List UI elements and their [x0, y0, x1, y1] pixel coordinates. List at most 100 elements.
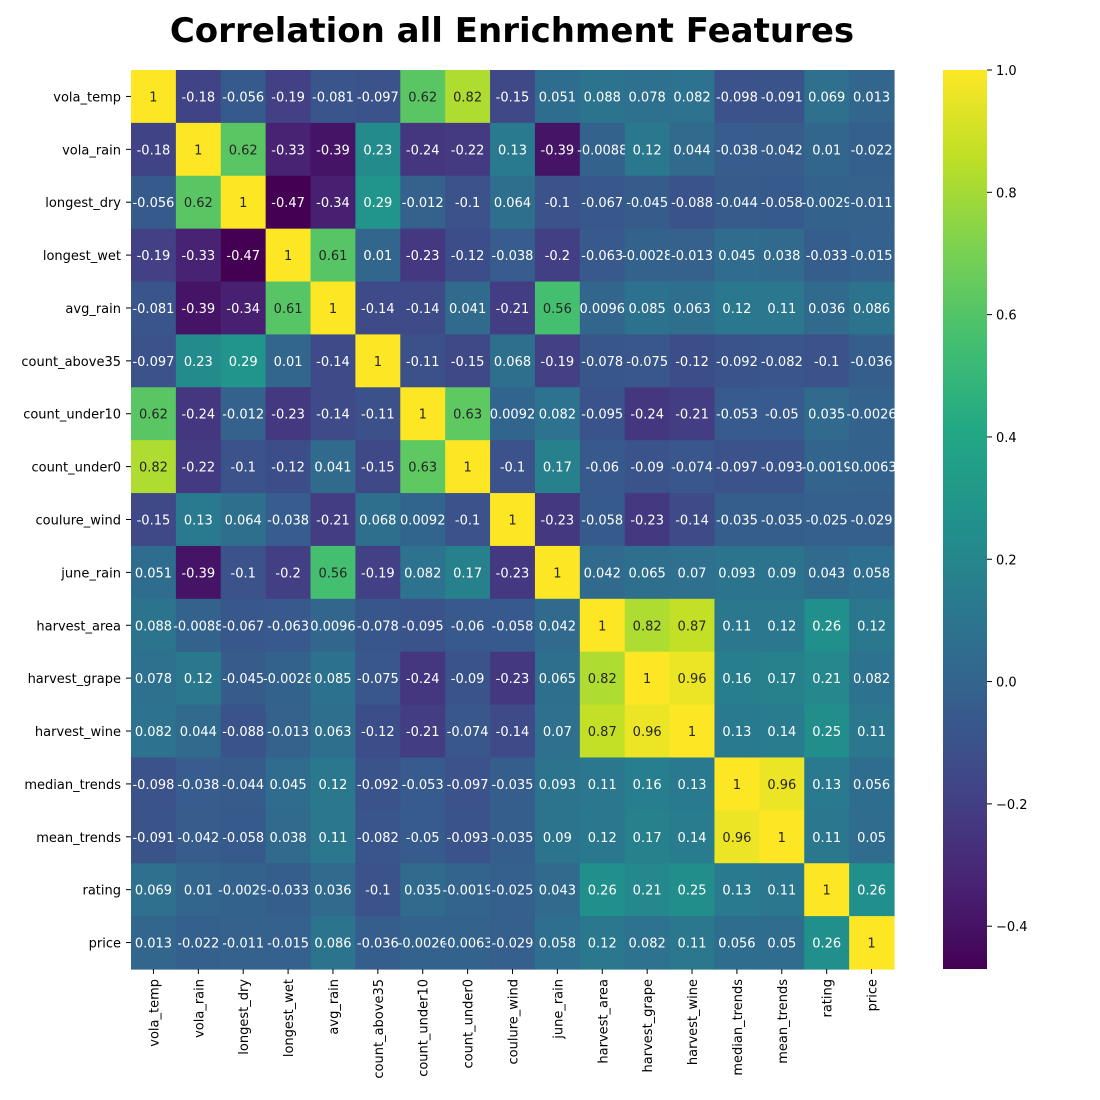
- cell-value-label: 0.13: [184, 514, 213, 529]
- cell-value-label: 0.0096: [580, 302, 626, 317]
- cell-value-label: 0.29: [363, 196, 392, 211]
- heatmap-cell: [445, 175, 491, 230]
- heatmap-cell: [579, 334, 626, 388]
- cell-value-label: -0.14: [406, 302, 440, 317]
- heatmap-cell: [669, 651, 716, 706]
- cell-value-label: 0.082: [673, 90, 710, 105]
- heatmap-cell: [669, 863, 716, 917]
- heatmap-cell: [220, 598, 267, 653]
- cell-value-label: 0.0092: [400, 514, 446, 529]
- cell-value-label: 0.26: [812, 937, 841, 952]
- cell-value-label: 0.041: [314, 461, 351, 476]
- cell-value-label: -0.015: [267, 937, 309, 952]
- heatmap-cell: [490, 334, 536, 388]
- cell-value-label: -0.0063: [846, 461, 896, 476]
- heatmap-cell: [310, 598, 357, 653]
- heatmap-cell: [175, 598, 222, 653]
- cell-value-label: 0.82: [633, 619, 662, 634]
- heatmap-cell: [445, 545, 491, 600]
- cell-value-label: 0.11: [767, 302, 796, 317]
- cell-value-label: 0.041: [449, 302, 486, 317]
- cell-value-label: -0.0026: [846, 408, 896, 423]
- cell-value-label: -0.1: [455, 196, 480, 211]
- heatmap-cell: [265, 863, 312, 917]
- cell-value-label: -0.19: [361, 566, 395, 581]
- cell-value-label: -0.074: [447, 725, 489, 740]
- cell-value-label: -0.0088: [173, 619, 223, 634]
- heatmap-cell: [849, 704, 895, 759]
- cell-value-label: 0.085: [629, 302, 666, 317]
- heatmap-cell: [131, 122, 177, 177]
- cell-value-label: -0.058: [492, 619, 534, 634]
- heatmap-cell: [445, 651, 491, 706]
- y-tick-label: longest_dry: [45, 196, 121, 211]
- cell-value-label: 1: [419, 408, 427, 423]
- heatmap-cell: [175, 175, 222, 230]
- heatmap-cell: [355, 122, 401, 177]
- cell-value-label: 0.82: [453, 90, 482, 105]
- heatmap-cell: [131, 704, 177, 759]
- heatmap-cell: [310, 440, 357, 494]
- cell-value-label: -0.21: [675, 408, 709, 423]
- heatmap-cell: [714, 916, 760, 970]
- cell-value-label: 0.05: [767, 937, 796, 952]
- cell-value-label: -0.011: [851, 196, 893, 211]
- cell-value-label: 0.29: [229, 355, 258, 370]
- heatmap-cell: [714, 387, 760, 441]
- heatmap-cell: [534, 810, 581, 864]
- cell-value-label: -0.11: [361, 408, 395, 423]
- cell-value-label: 0.058: [853, 566, 890, 581]
- cell-value-label: -0.095: [402, 619, 444, 634]
- cell-value-label: -0.0029: [218, 884, 268, 899]
- heatmap-cell: [714, 70, 760, 124]
- cell-value-label: 0.069: [808, 90, 845, 105]
- heatmap-cell: [759, 175, 805, 230]
- heatmap-cell: [490, 175, 536, 230]
- heatmap-cell: [310, 916, 357, 970]
- cell-value-label: -0.045: [222, 672, 264, 687]
- cell-value-label: 0.088: [135, 619, 172, 634]
- y-tick-label: mean_trends: [36, 831, 121, 846]
- heatmap-cell: [534, 493, 581, 547]
- heatmap-cell: [445, 916, 491, 970]
- cell-value-label: -0.042: [177, 831, 219, 846]
- heatmap-cell: [714, 704, 760, 759]
- cell-value-label: -0.24: [181, 408, 215, 423]
- heatmap-cell: [849, 916, 895, 970]
- heatmap-cell: [355, 70, 401, 124]
- heatmap-cell: [579, 70, 626, 124]
- heatmap-cell: [220, 757, 267, 811]
- cell-value-label: 0.058: [539, 937, 576, 952]
- heatmap-cell: [310, 387, 357, 441]
- cell-value-label: 0.12: [184, 672, 213, 687]
- cell-value-label: -0.12: [451, 249, 485, 264]
- y-tick-label: count_under0: [31, 461, 121, 476]
- cell-value-label: -0.39: [316, 143, 350, 158]
- cell-value-label: -0.029: [851, 514, 893, 529]
- cell-value-label: -0.09: [451, 672, 485, 687]
- cell-value-label: 0.01: [363, 249, 392, 264]
- colorbar-tick-label: 0.8: [996, 186, 1017, 201]
- heatmap-cell: [849, 175, 895, 230]
- cell-value-label: -0.044: [716, 196, 758, 211]
- cell-value-label: -0.081: [132, 302, 174, 317]
- cell-value-label: 0.042: [584, 566, 621, 581]
- cell-value-label: 0.056: [718, 937, 755, 952]
- cell-value-label: 0.093: [539, 778, 576, 793]
- cell-value-label: 0.11: [318, 831, 347, 846]
- heatmap-cell: [669, 281, 716, 336]
- cell-value-label: 0.16: [722, 672, 751, 687]
- cell-value-label: 0.13: [722, 725, 751, 740]
- cell-value-label: -0.2: [545, 249, 570, 264]
- heatmap-cell: [175, 704, 222, 759]
- cell-value-label: -0.091: [761, 90, 803, 105]
- cell-value-label: -0.095: [581, 408, 623, 423]
- cell-value-label: 0.068: [359, 514, 396, 529]
- cell-value-label: -0.39: [181, 566, 215, 581]
- cell-value-label: -0.036: [357, 937, 399, 952]
- cell-value-label: -0.082: [761, 355, 803, 370]
- cell-value-label: 0.12: [767, 619, 796, 634]
- cell-value-label: -0.23: [406, 249, 440, 264]
- heatmap-cell: [759, 916, 805, 970]
- cell-value-label: -0.075: [357, 672, 399, 687]
